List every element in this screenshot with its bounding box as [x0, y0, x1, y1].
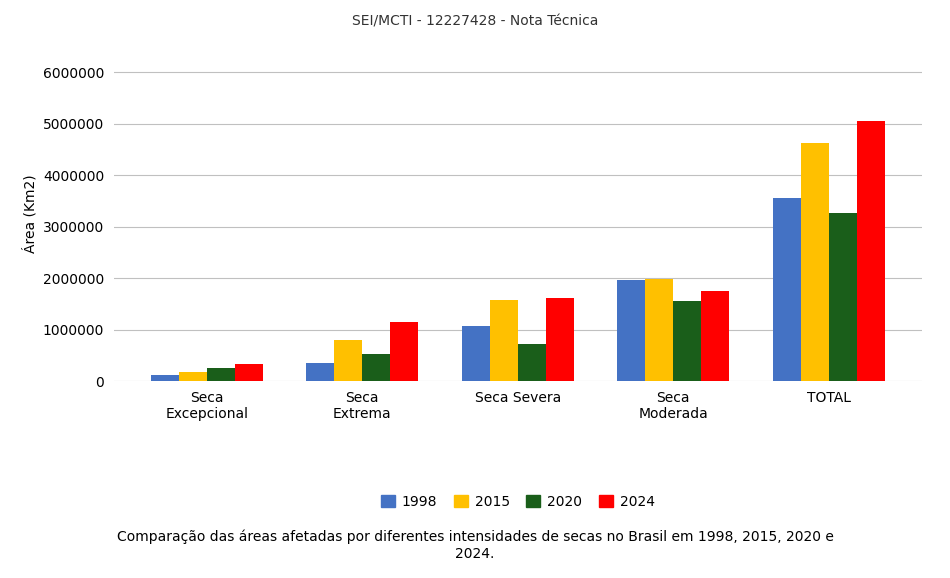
Bar: [306, 364, 334, 381]
Bar: [518, 344, 545, 381]
Bar: [645, 279, 674, 381]
Bar: [772, 198, 801, 381]
Bar: [462, 326, 490, 381]
Bar: [490, 300, 518, 381]
Text: Comparação das áreas afetadas por diferentes intensidades de secas no Brasil em : Comparação das áreas afetadas por difere…: [117, 530, 833, 561]
Bar: [390, 322, 418, 381]
Bar: [674, 301, 701, 381]
Bar: [151, 375, 179, 381]
Bar: [801, 143, 828, 381]
Bar: [618, 280, 645, 381]
Bar: [334, 340, 362, 381]
Bar: [207, 368, 235, 381]
Bar: [828, 213, 857, 381]
Bar: [362, 354, 390, 381]
Bar: [857, 121, 884, 381]
Bar: [545, 298, 574, 381]
Y-axis label: Área (Km2): Área (Km2): [23, 175, 37, 253]
Legend: 1998, 2015, 2020, 2024: 1998, 2015, 2020, 2024: [375, 489, 660, 514]
Bar: [179, 372, 207, 381]
Bar: [701, 291, 730, 381]
Text: SEI/MCTI - 12227428 - Nota Técnica: SEI/MCTI - 12227428 - Nota Técnica: [352, 14, 598, 28]
Bar: [235, 365, 263, 381]
